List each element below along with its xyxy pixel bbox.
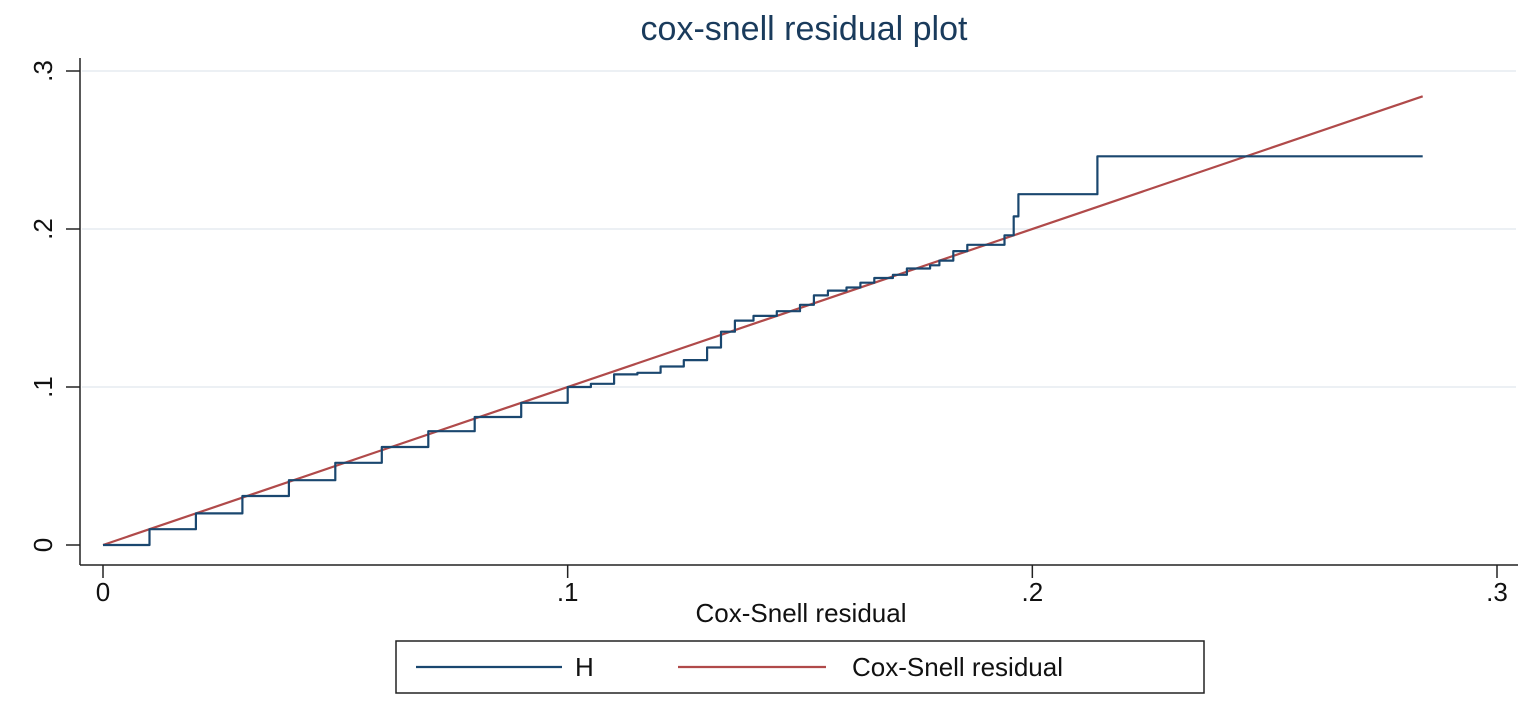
y-tick-label: 0 [28, 538, 58, 552]
x-tick-label: .2 [1021, 577, 1043, 607]
ticks: 0 .1 .2 .3 0 .1 .2 .3 [28, 60, 1508, 607]
series-line-h [103, 155, 1423, 547]
series-line-cox-snell-residual [102, 95, 1424, 547]
y-tick-label: .3 [28, 60, 58, 82]
y-tick-label: .1 [28, 376, 58, 398]
grid [82, 70, 1516, 388]
x-axis-label: Cox-Snell residual [696, 598, 907, 628]
legend: H Cox-Snell residual [395, 640, 1205, 694]
x-tick-label: 0 [96, 577, 110, 607]
legend-label: Cox-Snell residual [852, 652, 1063, 682]
x-tick-label: .3 [1486, 577, 1508, 607]
y-tick-label: .2 [28, 218, 58, 240]
chart-title: cox-snell residual plot [641, 10, 968, 48]
legend-label: H [575, 652, 594, 682]
series [102, 95, 1424, 547]
x-tick-label: .1 [557, 577, 579, 607]
